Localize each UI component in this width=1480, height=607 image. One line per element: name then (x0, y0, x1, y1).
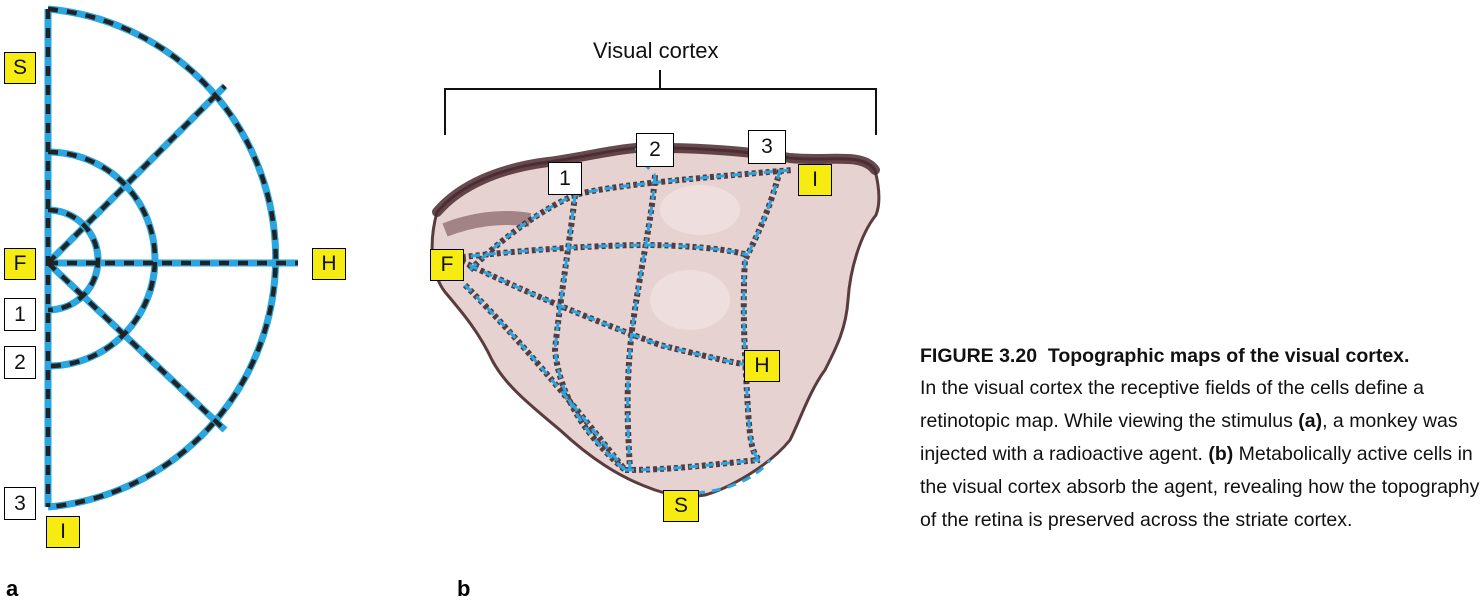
caption-body: In the visual cortex the receptive field… (920, 372, 1480, 537)
label-h-horizontal: H (312, 248, 346, 280)
figure-number: FIGURE 3.20 (920, 345, 1038, 367)
cortex-patch (660, 185, 740, 235)
label-i-inferior: I (46, 516, 80, 548)
label-f-fovea: F (4, 248, 36, 280)
cortex-label-1: 1 (548, 162, 582, 195)
stimulus-dashes (45, 6, 298, 510)
caption-part: Metabolically active cells in the visual… (920, 443, 1480, 531)
cortex-tissue (430, 142, 881, 498)
stimulus-blue-lines (44, 5, 298, 511)
caption-title: FIGURE 3.20 Topographic maps of the visu… (920, 340, 1480, 372)
caption-part: (b) (1208, 443, 1234, 465)
figure-title: Topographic maps of the visual cortex. (1047, 345, 1410, 367)
caption-part: In the visual cortex the receptive field… (920, 377, 1425, 432)
label-ring-2: 2 (4, 346, 36, 379)
label-ring-1: 1 (4, 298, 36, 331)
cortex-label-f: F (430, 249, 464, 281)
visual-cortex-label: Visual cortex (593, 38, 719, 63)
cortex-label-h: H (744, 350, 780, 382)
label-s-superior: S (4, 52, 36, 84)
cortex-label-3: 3 (748, 130, 786, 164)
figure-caption: FIGURE 3.20 Topographic maps of the visu… (920, 340, 1480, 537)
cortex-dark-left (442, 211, 532, 237)
cortex-patch (650, 270, 730, 330)
cortex-label-2: 2 (636, 133, 674, 167)
visual-cortex-bracket (444, 70, 877, 135)
caption-part: (a) (1298, 410, 1323, 432)
caption-part: , a monkey was injected with a radioacti… (920, 410, 1458, 465)
label-ring-3: 3 (4, 487, 36, 520)
cortex-label-i: I (798, 164, 832, 196)
panel-letter-b: b (457, 576, 471, 601)
cortex-label-s: S (663, 490, 699, 522)
panel-letter-a: a (6, 576, 19, 601)
